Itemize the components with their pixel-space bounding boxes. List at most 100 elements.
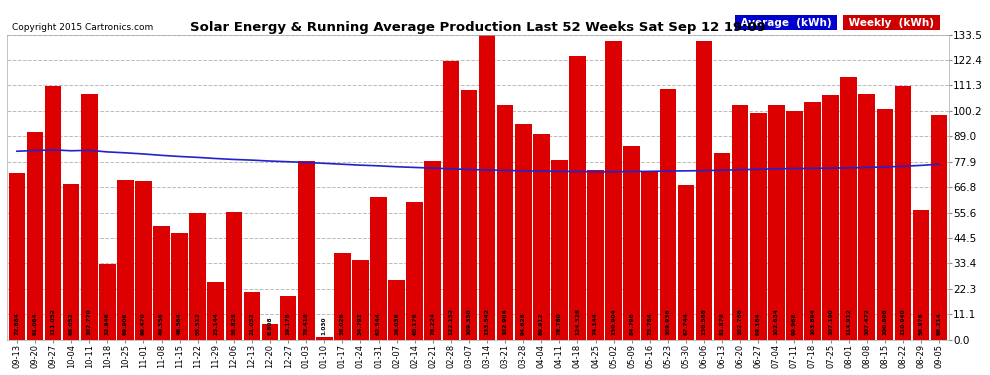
Bar xyxy=(316,337,333,340)
Bar xyxy=(280,296,296,340)
Bar xyxy=(497,105,514,340)
Bar xyxy=(99,264,116,340)
Bar xyxy=(714,153,731,340)
Bar xyxy=(136,181,151,340)
Bar xyxy=(81,93,98,340)
Bar xyxy=(27,132,44,340)
Text: 19.178: 19.178 xyxy=(286,312,291,335)
Text: Average  (kWh): Average (kWh) xyxy=(737,18,836,27)
Text: 89.912: 89.912 xyxy=(539,312,544,335)
Text: 34.792: 34.792 xyxy=(358,312,363,335)
Text: 56.976: 56.976 xyxy=(919,312,924,335)
Bar xyxy=(768,105,785,340)
Bar xyxy=(605,40,622,340)
Text: 102.786: 102.786 xyxy=(738,308,742,335)
Bar xyxy=(696,41,713,340)
Text: Weekly  (kWh): Weekly (kWh) xyxy=(845,18,938,27)
Bar xyxy=(425,161,442,340)
Text: 6.808: 6.808 xyxy=(267,316,272,335)
Text: 74.144: 74.144 xyxy=(593,312,598,335)
Text: 107.190: 107.190 xyxy=(828,309,833,335)
Bar xyxy=(388,280,405,340)
Text: 110.940: 110.940 xyxy=(900,309,906,335)
Bar xyxy=(370,197,387,340)
Text: 109.350: 109.350 xyxy=(466,309,471,335)
Bar xyxy=(171,233,188,340)
Text: 107.472: 107.472 xyxy=(864,308,869,335)
Bar xyxy=(479,34,495,340)
Text: 81.878: 81.878 xyxy=(720,312,725,335)
Bar xyxy=(45,86,61,340)
Bar xyxy=(352,260,368,340)
Text: 62.544: 62.544 xyxy=(376,312,381,335)
Bar xyxy=(913,210,930,340)
Bar xyxy=(406,202,423,340)
Text: 91.064: 91.064 xyxy=(33,312,38,335)
Text: 72.884: 72.884 xyxy=(15,312,20,335)
Bar xyxy=(117,180,134,340)
Bar xyxy=(823,95,839,340)
Text: 130.904: 130.904 xyxy=(611,309,616,335)
Bar xyxy=(642,171,658,340)
Text: 49.556: 49.556 xyxy=(159,312,164,335)
Text: 98.214: 98.214 xyxy=(937,312,941,335)
Bar xyxy=(876,110,893,340)
Text: 46.564: 46.564 xyxy=(177,312,182,335)
Bar xyxy=(261,324,278,340)
Text: 102.634: 102.634 xyxy=(774,308,779,335)
Bar xyxy=(443,61,459,340)
Text: 99.968: 99.968 xyxy=(792,313,797,335)
Text: 60.176: 60.176 xyxy=(412,312,417,335)
Text: 102.904: 102.904 xyxy=(503,309,508,335)
Text: 84.796: 84.796 xyxy=(630,312,635,335)
Bar xyxy=(750,113,766,340)
Text: 38.026: 38.026 xyxy=(340,312,345,335)
Text: 55.512: 55.512 xyxy=(195,312,200,335)
Text: 94.628: 94.628 xyxy=(521,312,526,335)
Text: 133.542: 133.542 xyxy=(484,308,489,335)
Bar xyxy=(931,116,947,340)
Bar xyxy=(624,146,640,340)
Bar xyxy=(226,212,243,340)
Text: 114.912: 114.912 xyxy=(846,308,851,335)
Bar xyxy=(153,226,170,340)
Text: 32.946: 32.946 xyxy=(105,312,110,335)
Text: 55.828: 55.828 xyxy=(232,312,237,335)
Text: 107.770: 107.770 xyxy=(87,308,92,335)
Bar xyxy=(659,88,676,340)
Text: 78.224: 78.224 xyxy=(431,312,436,335)
Bar xyxy=(460,90,477,340)
Bar xyxy=(569,56,586,340)
Text: 99.184: 99.184 xyxy=(755,312,760,335)
Text: 130.588: 130.588 xyxy=(702,308,707,335)
Bar xyxy=(208,282,224,340)
Text: 78.418: 78.418 xyxy=(304,312,309,335)
Text: 67.744: 67.744 xyxy=(683,312,688,335)
Bar xyxy=(62,184,79,340)
Text: 103.894: 103.894 xyxy=(810,308,815,335)
Bar xyxy=(244,291,260,340)
Bar xyxy=(732,105,748,340)
Text: 111.052: 111.052 xyxy=(50,308,55,335)
Text: 78.780: 78.780 xyxy=(556,312,562,335)
Bar xyxy=(533,134,549,340)
Bar xyxy=(841,77,857,340)
Bar xyxy=(858,94,875,340)
Text: 124.328: 124.328 xyxy=(575,308,580,335)
Text: 69.906: 69.906 xyxy=(123,313,128,335)
Bar xyxy=(895,86,911,340)
Bar xyxy=(587,170,604,340)
Text: 1.030: 1.030 xyxy=(322,316,327,335)
Bar xyxy=(551,160,567,340)
Bar xyxy=(786,111,803,340)
Bar xyxy=(189,213,206,340)
Text: 100.808: 100.808 xyxy=(882,309,887,335)
Text: 25.144: 25.144 xyxy=(213,312,218,335)
Text: 21.052: 21.052 xyxy=(249,312,254,335)
Text: 26.036: 26.036 xyxy=(394,312,399,335)
Text: 122.152: 122.152 xyxy=(448,308,453,335)
Text: 73.784: 73.784 xyxy=(647,312,652,335)
Bar xyxy=(804,102,821,340)
Title: Solar Energy & Running Average Production Last 52 Weeks Sat Sep 12 19:09: Solar Energy & Running Average Productio… xyxy=(190,21,766,34)
Bar xyxy=(9,173,25,340)
